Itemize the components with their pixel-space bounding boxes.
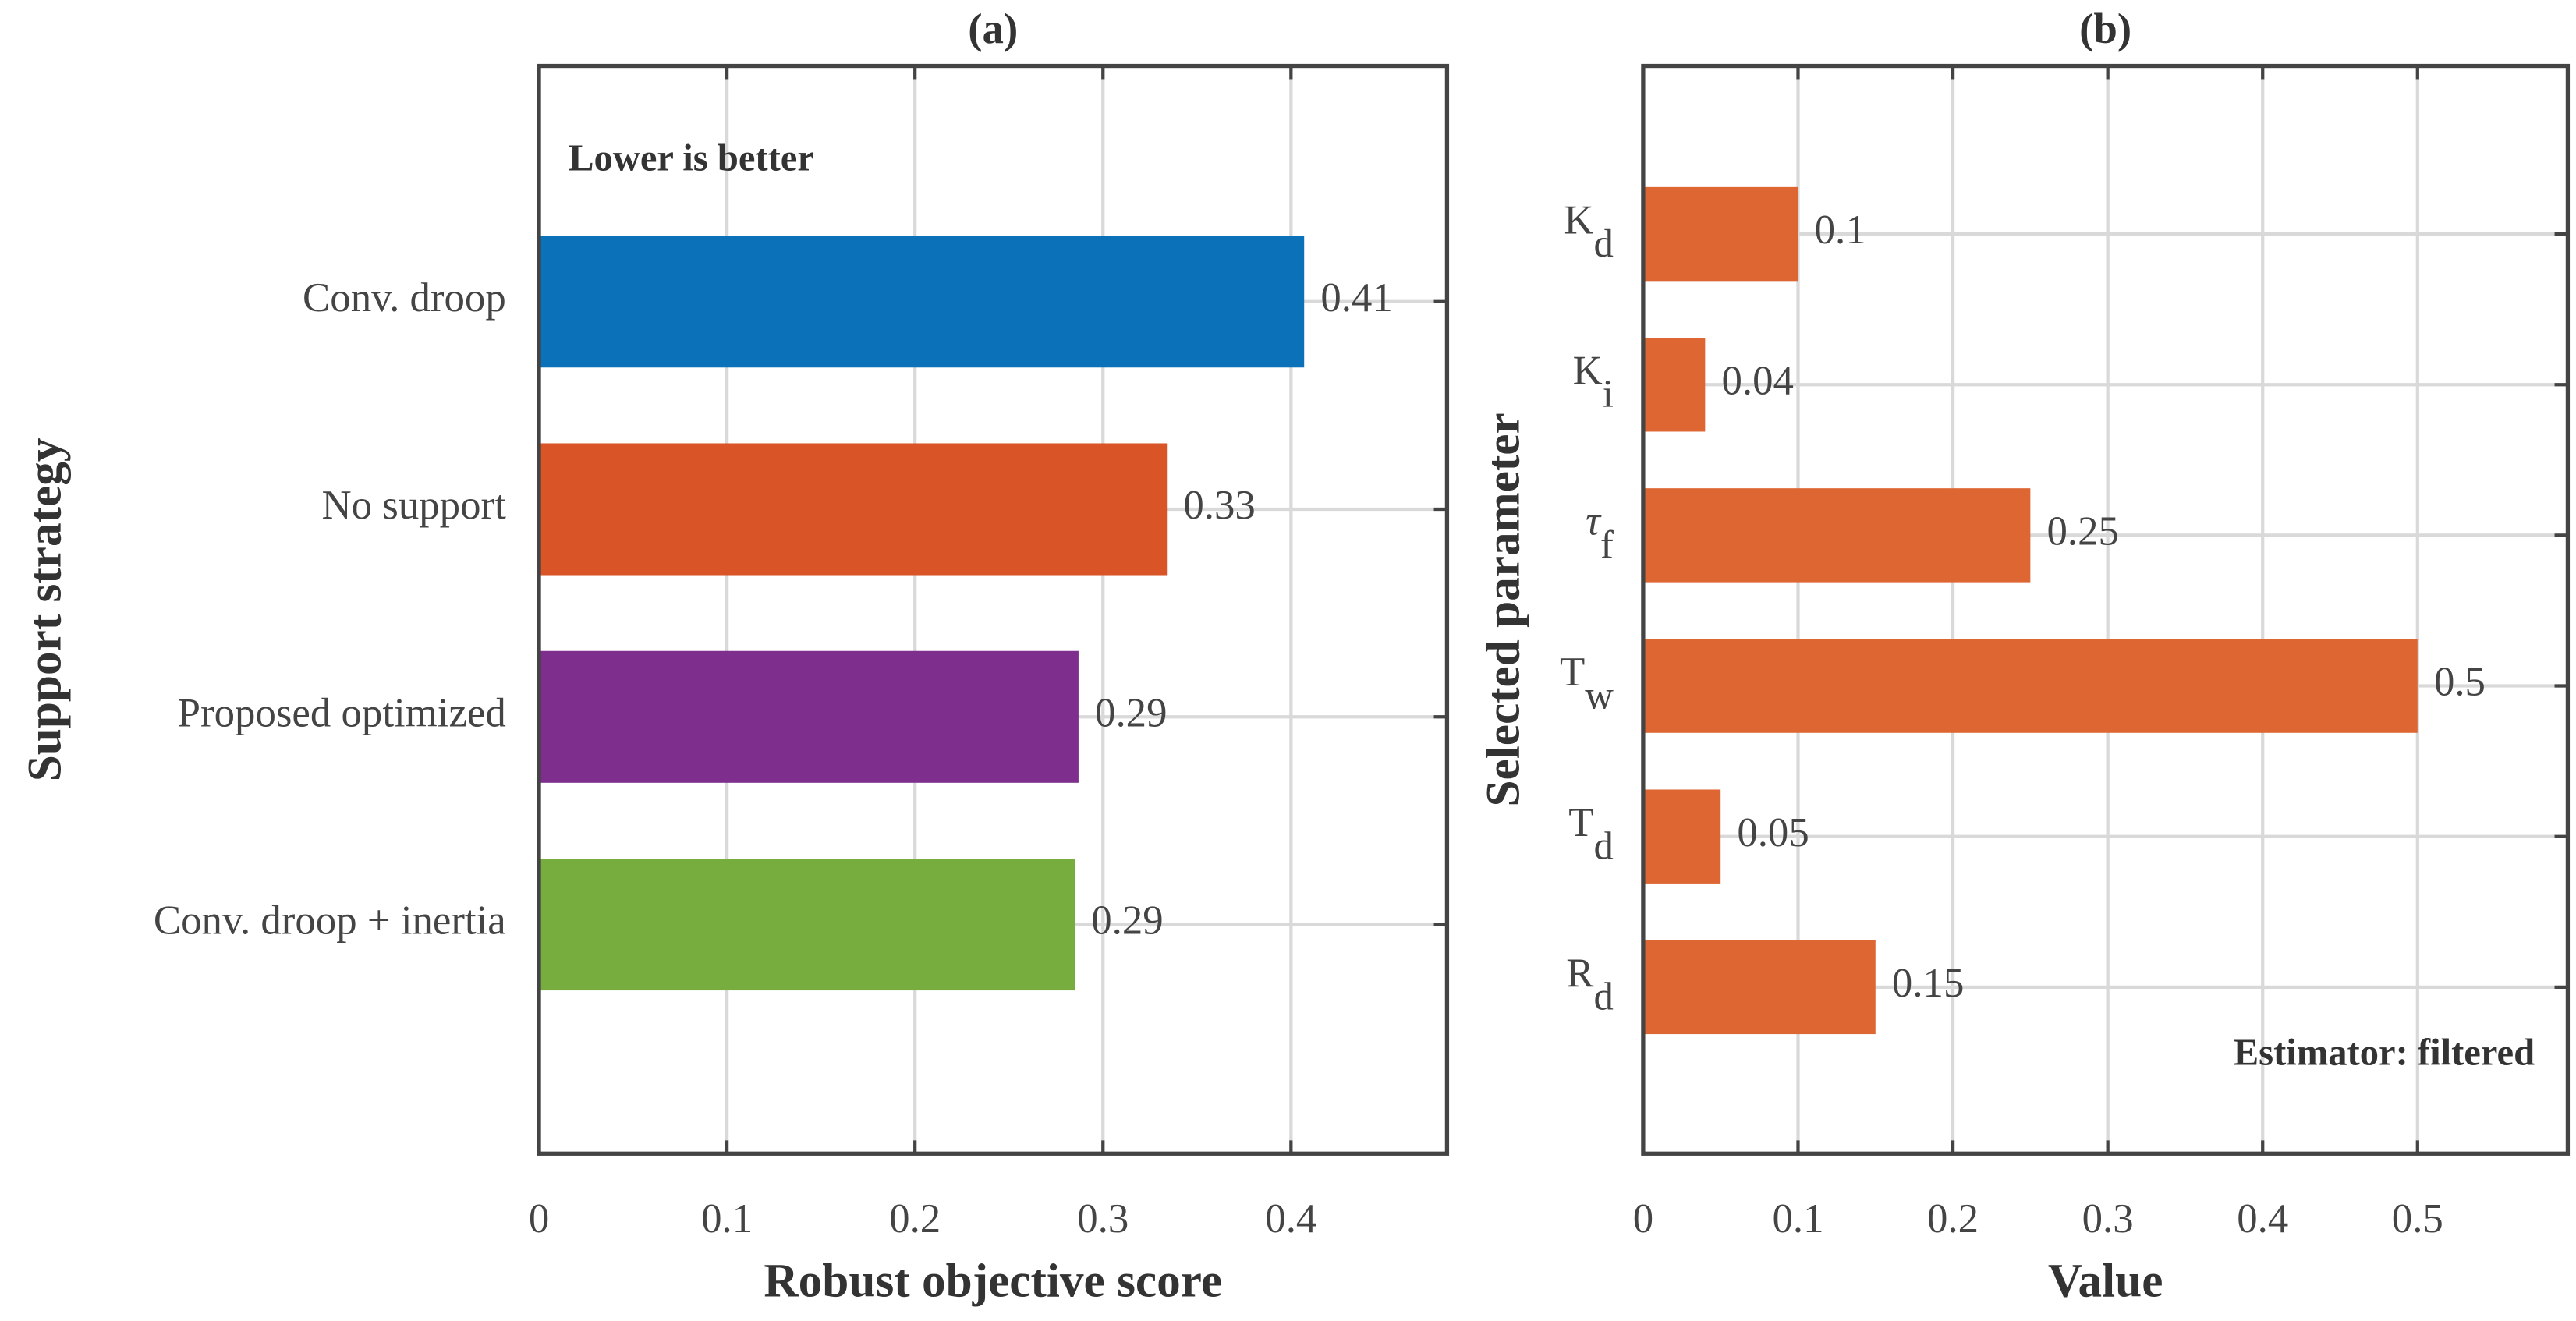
- category-symbol: T: [1568, 800, 1593, 845]
- category-symbol: T: [1560, 650, 1585, 695]
- x-axis-label: Value: [2048, 1254, 2163, 1307]
- y-axis-label: Selected parameter: [1477, 413, 1530, 806]
- category-subscript: f: [1600, 522, 1614, 566]
- panel: 0 0.1 0.2 0.3 0.4 0.41 Conv. droop 0.33 No suppo…: [18, 5, 1450, 1307]
- category-symbol: K: [1573, 349, 1603, 394]
- bar: [1642, 639, 2418, 733]
- axes-box: [537, 63, 1450, 1156]
- value-label: 0.1: [1815, 207, 1866, 253]
- panel: 0 0.1 0.2 0.3 0.4 0.5 0.1 Kd 0.04 Ki 0.25 τf 0.5 Tw 0.…: [1477, 5, 2571, 1307]
- annotation: Lower is better: [569, 136, 814, 179]
- x-tick-label: 0.5: [2392, 1196, 2443, 1241]
- bar: [1642, 488, 2031, 583]
- value-label: 0.29: [1091, 898, 1163, 944]
- x-axis-label: Robust objective score: [764, 1254, 1222, 1307]
- category-symbol: τ: [1586, 499, 1602, 544]
- value-label: 0.29: [1095, 690, 1167, 735]
- value-label: 0.15: [1892, 961, 1964, 1006]
- y-tick-label: Rd: [1566, 951, 1614, 1018]
- x-tick-label: 0.1: [1772, 1196, 1823, 1241]
- category-subscript: i: [1603, 372, 1614, 416]
- y-tick-label: τf: [1586, 499, 1614, 566]
- category-symbol: K: [1564, 198, 1593, 243]
- value-label: 0.25: [2046, 509, 2118, 554]
- y-tick-label: Td: [1568, 800, 1614, 867]
- value-label: 0.41: [1320, 275, 1392, 321]
- panel-title: (b): [2079, 5, 2131, 52]
- y-axis-label: Support strategy: [18, 437, 71, 781]
- bar: [539, 236, 1305, 368]
- value-label: 0.05: [1737, 810, 1809, 855]
- y-tick-label: Conv. droop + inertia: [154, 898, 506, 944]
- value-label: 0.33: [1183, 483, 1255, 528]
- x-tick-label: 0.3: [2082, 1196, 2134, 1241]
- category-subscript: w: [1585, 673, 1614, 717]
- category-subscript: d: [1594, 974, 1614, 1018]
- category-subscript: d: [1594, 221, 1614, 265]
- x-tick-label: 0.4: [1265, 1196, 1316, 1241]
- x-tick-label: 0.1: [701, 1196, 753, 1241]
- axes-box: [1641, 63, 2571, 1156]
- x-tick-label: 0.3: [1077, 1196, 1129, 1241]
- value-label: 0.04: [1721, 358, 1793, 403]
- y-tick-label: Tw: [1560, 650, 1614, 717]
- x-tick-label: 0.4: [2237, 1196, 2288, 1241]
- x-tick-label: 0.2: [1927, 1196, 1979, 1241]
- category-symbol: R: [1566, 951, 1594, 996]
- x-tick-label: 0.2: [889, 1196, 941, 1241]
- bar: [539, 443, 1168, 576]
- category-subscript: d: [1594, 823, 1614, 867]
- y-tick-label: Ki: [1573, 349, 1614, 416]
- y-tick-label: Kd: [1564, 198, 1614, 265]
- y-tick-label: Conv. droop: [303, 275, 506, 321]
- x-tick-label: 0: [1633, 1196, 1653, 1241]
- annotation: Estimator: filtered: [2234, 1032, 2535, 1074]
- bar: [1642, 186, 1798, 282]
- bar: [1642, 338, 1706, 432]
- bar: [539, 650, 1079, 783]
- bar: [1642, 789, 1721, 884]
- y-tick-label: Proposed optimized: [178, 690, 506, 735]
- y-tick-label: No support: [322, 483, 507, 528]
- bar: [1642, 940, 1876, 1035]
- x-tick-label: 0: [529, 1196, 549, 1241]
- value-label: 0.5: [2434, 660, 2486, 705]
- panel-title: (a): [968, 5, 1018, 52]
- bar: [539, 859, 1075, 991]
